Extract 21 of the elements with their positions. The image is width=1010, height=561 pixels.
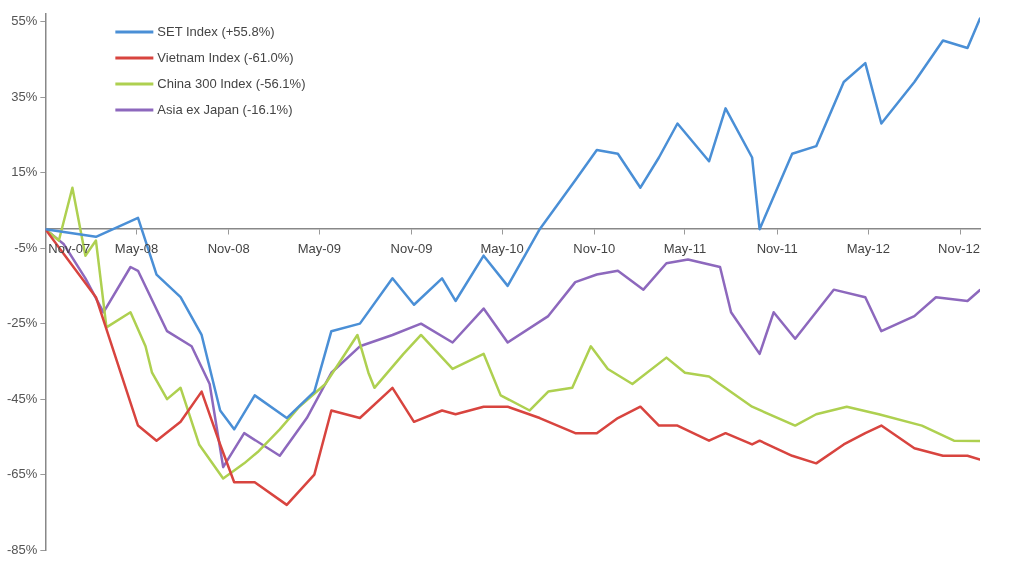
y-tick-label: 15% [11,164,38,180]
x-tick-label: Nov-09 [390,240,433,256]
y-tick-label: 55% [11,13,38,29]
x-tick-label: Nov-11 [756,240,798,256]
x-tick-label: May-11 [663,240,707,256]
x-tick-label: May-12 [846,240,890,256]
y-tick-label: -25% [6,315,38,331]
y-tick-label: -65% [6,466,38,482]
legend-label: SET Index (+55.8%) [157,23,275,39]
y-tick-label: -5% [14,239,38,255]
x-tick-label: May-10 [480,240,524,256]
x-tick-label: May-09 [297,240,342,256]
x-tick-label: Nov-12 [938,240,981,256]
legend-label: China 300 Index (-56.1%) [157,75,306,91]
y-tick-label: -85% [6,541,38,557]
legend-label: Vietnam Index (-61.0%) [157,49,294,65]
legend-label: Asia ex Japan (-16.1%) [157,101,293,117]
y-tick-label: -45% [6,390,38,406]
x-tick-label: Nov-08 [207,240,250,256]
y-tick-label: 35% [11,88,38,104]
x-tick-label: Nov-10 [573,240,616,256]
